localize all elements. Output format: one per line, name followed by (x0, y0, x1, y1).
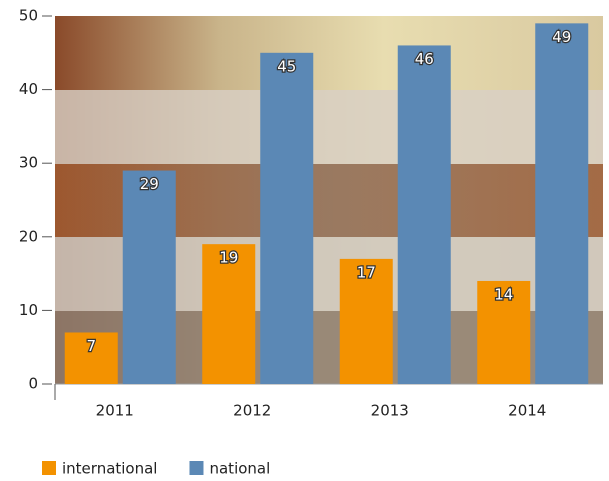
x-tick-label: 2011 (96, 402, 134, 420)
value-label: 19 (219, 249, 238, 267)
value-label: 46 (415, 50, 434, 68)
y-tick-label: 40 (19, 80, 38, 98)
legend-swatch (189, 461, 203, 475)
y-tick-label: 30 (19, 154, 38, 172)
y-tick-label: 20 (19, 227, 38, 245)
bar (398, 45, 451, 384)
legend-label: national (209, 460, 270, 478)
bar (260, 53, 313, 384)
value-label: 14 (494, 285, 513, 303)
value-label: 17 (357, 263, 376, 281)
x-tick-label: 2012 (233, 402, 271, 420)
bar (535, 23, 588, 384)
y-tick-label: 50 (19, 7, 38, 25)
chart: 0 10 20 30 40 50 2011 7 29 2012 19 45 2013 17 46 2014 14… (0, 0, 609, 481)
bar (123, 171, 176, 384)
legend-swatch (42, 461, 56, 475)
y-tick-label: 10 (19, 301, 38, 319)
value-label: 45 (277, 57, 296, 75)
value-label: 29 (140, 175, 159, 193)
x-tick-label: 2013 (371, 402, 409, 420)
value-label: 49 (552, 28, 571, 46)
value-label: 7 (86, 337, 96, 355)
x-tick-label: 2014 (508, 402, 546, 420)
legend-label: international (62, 460, 157, 478)
y-tick-label: 0 (28, 375, 38, 393)
